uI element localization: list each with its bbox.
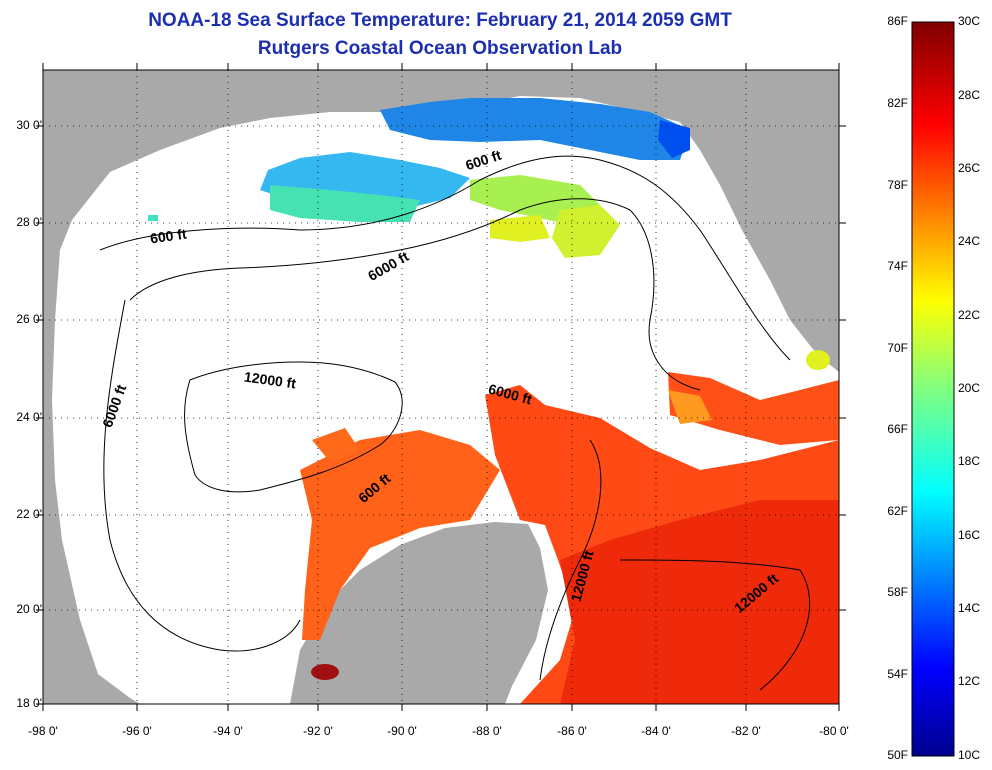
lon-label: -80 0' <box>819 724 849 738</box>
colorbar-c-label: 30C <box>958 14 981 28</box>
lat-label: 22 0' <box>16 507 42 521</box>
colorbar-f-label: 86F <box>887 14 908 28</box>
colorbar-c-label: 28C <box>958 88 981 102</box>
lon-label: -98 0' <box>28 724 58 738</box>
map-title: NOAA-18 Sea Surface Temperature: Februar… <box>148 10 732 31</box>
colorbar-c-label: 24C <box>958 234 981 248</box>
lat-label: 30 0' <box>16 118 42 132</box>
colorbar-c-label: 12C <box>958 674 981 688</box>
bathymetry-contours <box>99 155 811 691</box>
lon-label: -84 0' <box>641 724 671 738</box>
yucatan-peninsula <box>290 522 548 704</box>
colorbar-f-label: 70F <box>887 341 908 355</box>
lat-label: 20 0' <box>16 602 42 616</box>
colorbar-f-label: 62F <box>887 504 908 518</box>
lat-label: 26 0' <box>16 312 42 326</box>
colorbar-f-label: 66F <box>887 422 908 436</box>
lon-label: -82 0' <box>731 724 761 738</box>
colorbar-f-label: 58F <box>887 585 908 599</box>
lon-label: -86 0' <box>557 724 587 738</box>
colorbar-c-label: 22C <box>958 308 981 322</box>
colorbar-c-label: 14C <box>958 601 981 615</box>
colorbar-c-label: 18C <box>958 454 981 468</box>
colorbar <box>911 21 955 757</box>
lon-label: -88 0' <box>472 724 502 738</box>
lon-label: -90 0' <box>387 724 417 738</box>
map-frame <box>42 69 840 705</box>
map-area <box>43 70 839 704</box>
lat-label: 24 0' <box>16 410 42 424</box>
lat-label: 18 0' <box>16 696 42 710</box>
colorbar-f-label: 82F <box>887 96 908 110</box>
graticule <box>43 70 839 704</box>
colorbar-f-label: 74F <box>887 259 908 273</box>
mexico-coast <box>43 560 140 704</box>
sst-warm-region <box>300 350 839 704</box>
colorbar-c-label: 26C <box>958 161 981 175</box>
map-subtitle: Rutgers Coastal Ocean Observation Lab <box>257 38 623 59</box>
colorbar-c-label: 20C <box>958 381 981 395</box>
lon-label: -92 0' <box>303 724 333 738</box>
colorbar-c-label: 10C <box>958 748 981 762</box>
lon-label: -94 0' <box>213 724 243 738</box>
sst-cool-region <box>148 98 690 258</box>
axis-ticks <box>36 63 846 711</box>
colorbar-c-label: 16C <box>958 528 981 542</box>
colorbar-f-label: 78F <box>887 178 908 192</box>
lon-label: -96 0' <box>122 724 152 738</box>
colorbar-f-label: 50F <box>887 748 908 762</box>
colorbar-f-label: 54F <box>887 667 908 681</box>
lat-label: 28 0' <box>16 215 42 229</box>
